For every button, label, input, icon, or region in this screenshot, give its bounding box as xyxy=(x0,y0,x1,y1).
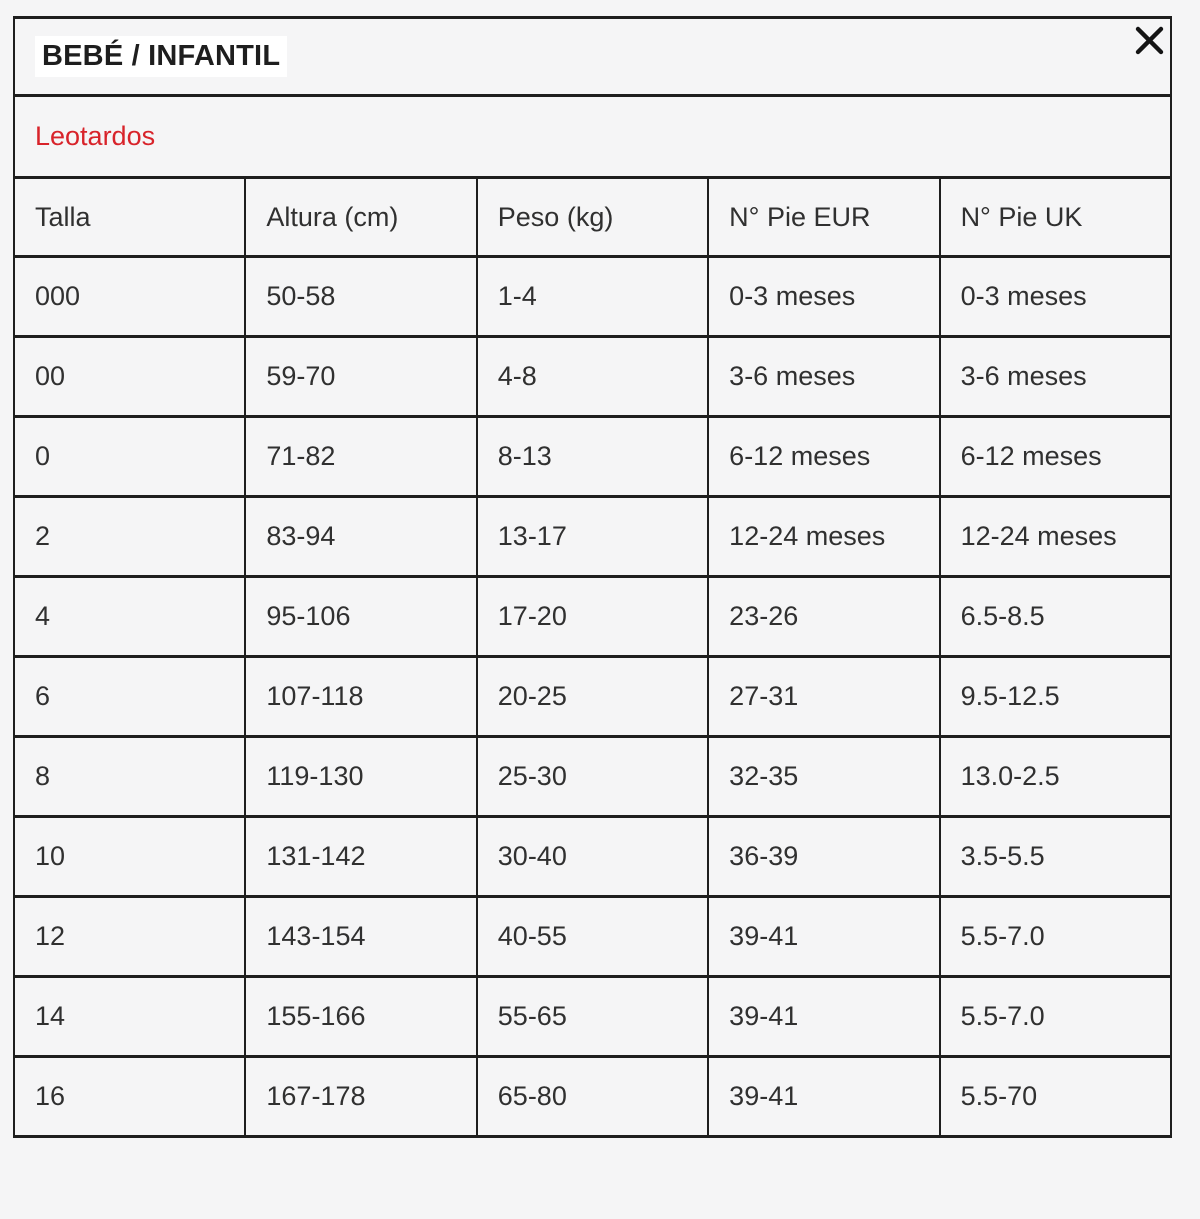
cell: 16 xyxy=(12,1055,247,1138)
cell: 39-41 xyxy=(707,1055,941,1138)
modal-title-cell: BEBÉ / INFANTIL xyxy=(13,16,1172,97)
cell: 00 xyxy=(12,335,247,418)
cell: 8-13 xyxy=(475,415,710,498)
cell: 167-178 xyxy=(244,1055,478,1138)
cell: 5.5-7.0 xyxy=(938,895,1173,978)
size-guide-modal: BEBÉ / INFANTIL Leotardos Talla Altura (c… xyxy=(12,16,1173,1138)
cell: 0 xyxy=(12,415,247,498)
modal-title-row: BEBÉ / INFANTIL xyxy=(13,16,1172,97)
column-header: N° Pie EUR xyxy=(707,176,941,258)
cell: 6.5-8.5 xyxy=(938,575,1173,658)
cell: 40-55 xyxy=(475,895,710,978)
cell: 23-26 xyxy=(707,575,941,658)
cell: 107-118 xyxy=(244,655,478,738)
cell: 71-82 xyxy=(244,415,478,498)
table-header-row: Talla Altura (cm) Peso (kg) N° Pie EUR N° Pi… xyxy=(12,176,1173,258)
table-row: 10 131-142 30-40 36-39 3.5-5.5 xyxy=(12,815,1173,898)
column-header: Altura (cm) xyxy=(244,176,478,258)
cell: 5.5-7.0 xyxy=(938,975,1173,1058)
cell: 8 xyxy=(12,735,247,818)
cell: 3-6 meses xyxy=(938,335,1173,418)
cell: 39-41 xyxy=(707,895,941,978)
cell: 12-24 meses xyxy=(707,495,941,578)
column-header: Peso (kg) xyxy=(475,176,710,258)
cell: 36-39 xyxy=(707,815,941,898)
table-head: BEBÉ / INFANTIL Leotardos Talla Altura (c… xyxy=(12,16,1173,258)
cell: 2 xyxy=(12,495,247,578)
cell: 27-31 xyxy=(707,655,941,738)
category-row: Leotardos xyxy=(13,94,1172,179)
cell: 17-20 xyxy=(475,575,710,658)
cell: 6 xyxy=(12,655,247,738)
cell: 25-30 xyxy=(475,735,710,818)
cell: 3.5-5.5 xyxy=(938,815,1173,898)
cell: 0-3 meses xyxy=(707,255,941,338)
cell: 131-142 xyxy=(244,815,478,898)
cell: 119-130 xyxy=(244,735,478,818)
cell: 95-106 xyxy=(244,575,478,658)
cell: 12-24 meses xyxy=(938,495,1173,578)
table-row: 000 50-58 1-4 0-3 meses 0-3 meses xyxy=(12,255,1173,338)
table-row: 6 107-118 20-25 27-31 9.5-12.5 xyxy=(12,655,1173,738)
close-button[interactable] xyxy=(1131,22,1167,58)
cell: 0-3 meses xyxy=(938,255,1173,338)
cell: 1-4 xyxy=(475,255,710,338)
cell: 65-80 xyxy=(475,1055,710,1138)
table-row: 4 95-106 17-20 23-26 6.5-8.5 xyxy=(12,575,1173,658)
cell: 13-17 xyxy=(475,495,710,578)
modal-title: BEBÉ / INFANTIL xyxy=(35,36,288,77)
table-row: 16 167-178 65-80 39-41 5.5-70 xyxy=(12,1055,1173,1138)
cell: 14 xyxy=(12,975,247,1058)
table-row: 8 119-130 25-30 32-35 13.0-2.5 xyxy=(12,735,1173,818)
cell: 50-58 xyxy=(244,255,478,338)
cell: 32-35 xyxy=(707,735,941,818)
table-row: 00 59-70 4-8 3-6 meses 3-6 meses xyxy=(12,335,1173,418)
cell: 4-8 xyxy=(475,335,710,418)
cell: 12 xyxy=(12,895,247,978)
cell: 55-65 xyxy=(475,975,710,1058)
cell: 4 xyxy=(12,575,247,658)
cell: 5.5-70 xyxy=(938,1055,1173,1138)
cell: 9.5-12.5 xyxy=(938,655,1173,738)
cell: 155-166 xyxy=(244,975,478,1058)
size-table: BEBÉ / INFANTIL Leotardos Talla Altura (c… xyxy=(12,16,1173,1138)
cell: 59-70 xyxy=(244,335,478,418)
cell: 13.0-2.5 xyxy=(938,735,1173,818)
cell: 83-94 xyxy=(244,495,478,578)
cell: 6-12 meses xyxy=(938,415,1173,498)
table-row: 0 71-82 8-13 6-12 meses 6-12 meses xyxy=(12,415,1173,498)
cell: 6-12 meses xyxy=(707,415,941,498)
column-header: Talla xyxy=(12,176,247,258)
category-label: Leotardos xyxy=(13,94,1172,179)
cell: 143-154 xyxy=(244,895,478,978)
table-body: 000 50-58 1-4 0-3 meses 0-3 meses 00 59-70 4-8 3… xyxy=(12,255,1173,1138)
table-row: 12 143-154 40-55 39-41 5.5-7.0 xyxy=(12,895,1173,978)
column-header: N° Pie UK xyxy=(938,176,1173,258)
table-row: 2 83-94 13-17 12-24 meses 12-24 meses xyxy=(12,495,1173,578)
close-icon xyxy=(1134,25,1165,56)
cell: 3-6 meses xyxy=(707,335,941,418)
cell: 39-41 xyxy=(707,975,941,1058)
cell: 000 xyxy=(12,255,247,338)
table-row: 14 155-166 55-65 39-41 5.5-7.0 xyxy=(12,975,1173,1058)
cell: 20-25 xyxy=(475,655,710,738)
cell: 10 xyxy=(12,815,247,898)
cell: 30-40 xyxy=(475,815,710,898)
